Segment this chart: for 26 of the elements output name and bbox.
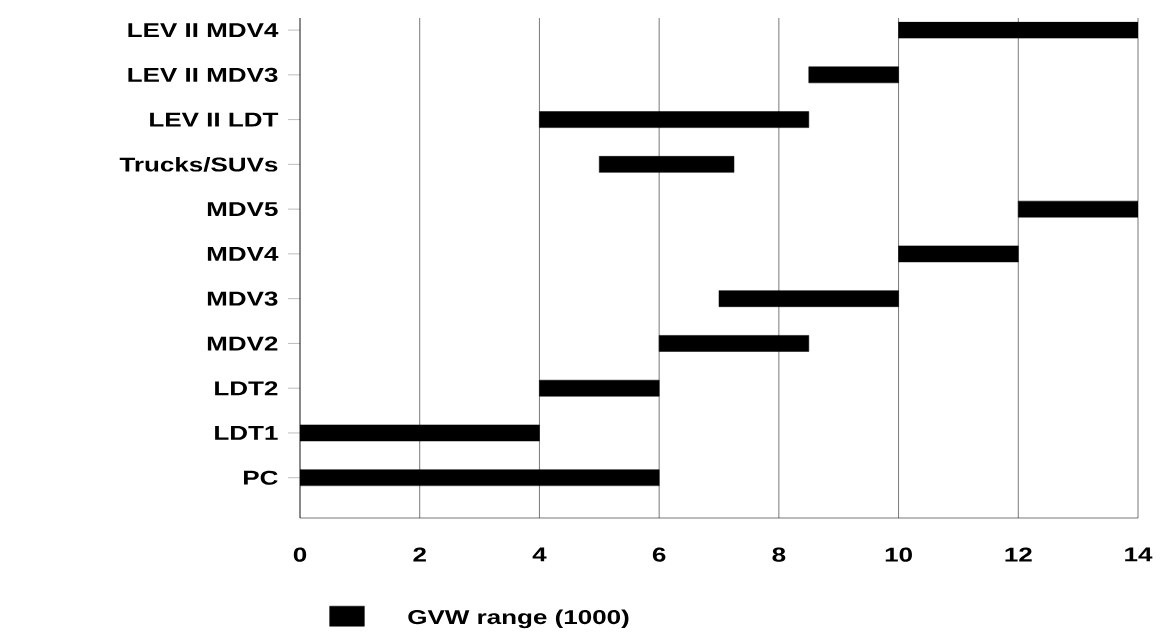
x-tick-label: 4 bbox=[532, 547, 547, 562]
bar bbox=[718, 290, 899, 307]
bar bbox=[539, 379, 660, 397]
x-tick-label: 0 bbox=[293, 547, 307, 562]
y-tick-label: LDT1 bbox=[215, 425, 278, 440]
x-tick-label: 12 bbox=[1005, 547, 1032, 562]
bar bbox=[808, 66, 899, 83]
y-tick-label: LDT2 bbox=[215, 381, 278, 396]
x-tick-label: 10 bbox=[885, 547, 912, 562]
y-tick-label: MDV4 bbox=[207, 246, 279, 261]
y-tick-label: MDV3 bbox=[207, 291, 278, 306]
y-tick-label: Trucks/SUVs bbox=[119, 156, 278, 172]
bar bbox=[539, 111, 810, 128]
bar bbox=[599, 155, 735, 173]
legend-label: GVW range (1000) bbox=[408, 609, 629, 629]
y-tick-label: MDV5 bbox=[207, 202, 278, 216]
bar bbox=[658, 335, 810, 352]
x-tick-label: 2 bbox=[413, 547, 426, 562]
y-tick-label: LEV II MDV4 bbox=[128, 23, 279, 37]
y-tick-label: MDV2 bbox=[207, 336, 278, 351]
x-tick-label: 8 bbox=[772, 547, 786, 562]
y-tick-label: LEV II MDV3 bbox=[128, 67, 278, 82]
y-tick-label: PC bbox=[244, 470, 278, 485]
x-tick-label: 14 bbox=[1125, 547, 1153, 562]
x-tick-label: 6 bbox=[652, 547, 666, 562]
y-tick-label: LEV II LDT bbox=[150, 112, 279, 127]
